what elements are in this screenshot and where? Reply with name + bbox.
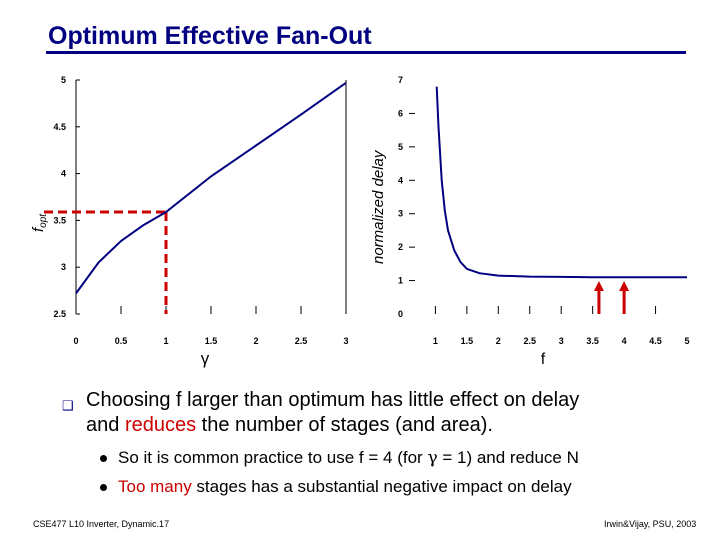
left-x-tick-label: 2.5 bbox=[295, 336, 308, 346]
reduces-highlight: reduces bbox=[124, 414, 197, 436]
right-x-tick-label: 3 bbox=[559, 336, 564, 346]
right-y-tick-label: 5 bbox=[398, 142, 403, 152]
left-y-tick-label: 2.5 bbox=[53, 309, 66, 319]
right-arrow-head-icon bbox=[593, 281, 604, 291]
right-x-tick-label: 2 bbox=[496, 336, 501, 346]
left-y-tick-label: 4 bbox=[61, 169, 66, 179]
left-y-tick-label: 3.5 bbox=[53, 215, 66, 225]
left-x-tick-label: 1 bbox=[163, 336, 168, 346]
right-arrow-head-icon bbox=[619, 281, 630, 291]
right-x-tick-label: 4 bbox=[622, 336, 627, 346]
right-x-tick-label: 3.5 bbox=[586, 336, 599, 346]
right-series-line bbox=[435, 86, 687, 279]
title-underline bbox=[46, 51, 686, 54]
left-series-line bbox=[75, 81, 347, 294]
right-y-tick-label: 0 bbox=[398, 309, 403, 319]
left-x-tick-label: 3 bbox=[343, 336, 348, 346]
left-y-tick-label: 3 bbox=[61, 262, 66, 272]
right-y-tick-label: 6 bbox=[398, 108, 403, 118]
left-x-tick-label: 1.5 bbox=[205, 336, 218, 346]
left-x-tick-label: 2 bbox=[253, 336, 258, 346]
left-y-tick-label: 4.5 bbox=[53, 122, 66, 132]
right-y-axis-label: normalized delay bbox=[370, 149, 387, 264]
right-x-tick-label: 1 bbox=[433, 336, 438, 346]
right-y-tick-label: 3 bbox=[398, 209, 403, 219]
main-bullet-line-1: Choosing f larger than optimum has littl… bbox=[86, 389, 580, 411]
right-y-tick-label: 7 bbox=[398, 75, 403, 85]
right-y-tick-label: 4 bbox=[398, 175, 403, 185]
main-bullet-line-2: and reduces the number of stages (and ar… bbox=[86, 414, 493, 436]
right-x-tick-label: 2.5 bbox=[523, 336, 536, 346]
left-chart: 2.5 3 3.5 4 4.5 5 0 0.5 1 1.5 2 2.5 3 γ fopt bbox=[30, 75, 349, 368]
right-x-tick-label: 4.5 bbox=[649, 336, 662, 346]
left-y-tick-label: 5 bbox=[61, 75, 66, 85]
left-y-axis-label: fopt bbox=[30, 213, 49, 232]
right-y-tick-label: 1 bbox=[398, 276, 403, 286]
right-chart: 0 1 2 3 4 5 6 7 1 1.5 2 2.5 3 3.5 4 4.5 5 f normalized del… bbox=[370, 75, 690, 368]
slide-title: Optimum Effective Fan-Out bbox=[48, 22, 372, 50]
bullet-dot-icon bbox=[100, 484, 107, 491]
right-x-tick-label: 5 bbox=[684, 336, 689, 346]
right-y-tick-label: 2 bbox=[398, 242, 403, 252]
footer-course: CSE477 L10 Inverter, Dynamic.17 bbox=[33, 519, 170, 529]
right-x-axis-label: f bbox=[541, 351, 546, 368]
left-y-axis-subscript: opt bbox=[38, 213, 49, 228]
left-x-axis-label: γ bbox=[201, 349, 210, 368]
left-x-tick-label: 0 bbox=[73, 336, 78, 346]
left-x-tick-label: 0.5 bbox=[115, 336, 128, 346]
footer-credit: Irwin&Vijay, PSU, 2003 bbox=[604, 519, 697, 529]
bullet-box-icon: ❑ bbox=[62, 398, 74, 413]
right-x-tick-label: 1.5 bbox=[461, 336, 474, 346]
bullet-dot-icon bbox=[100, 455, 107, 462]
too-many-highlight: Too many bbox=[118, 477, 192, 496]
